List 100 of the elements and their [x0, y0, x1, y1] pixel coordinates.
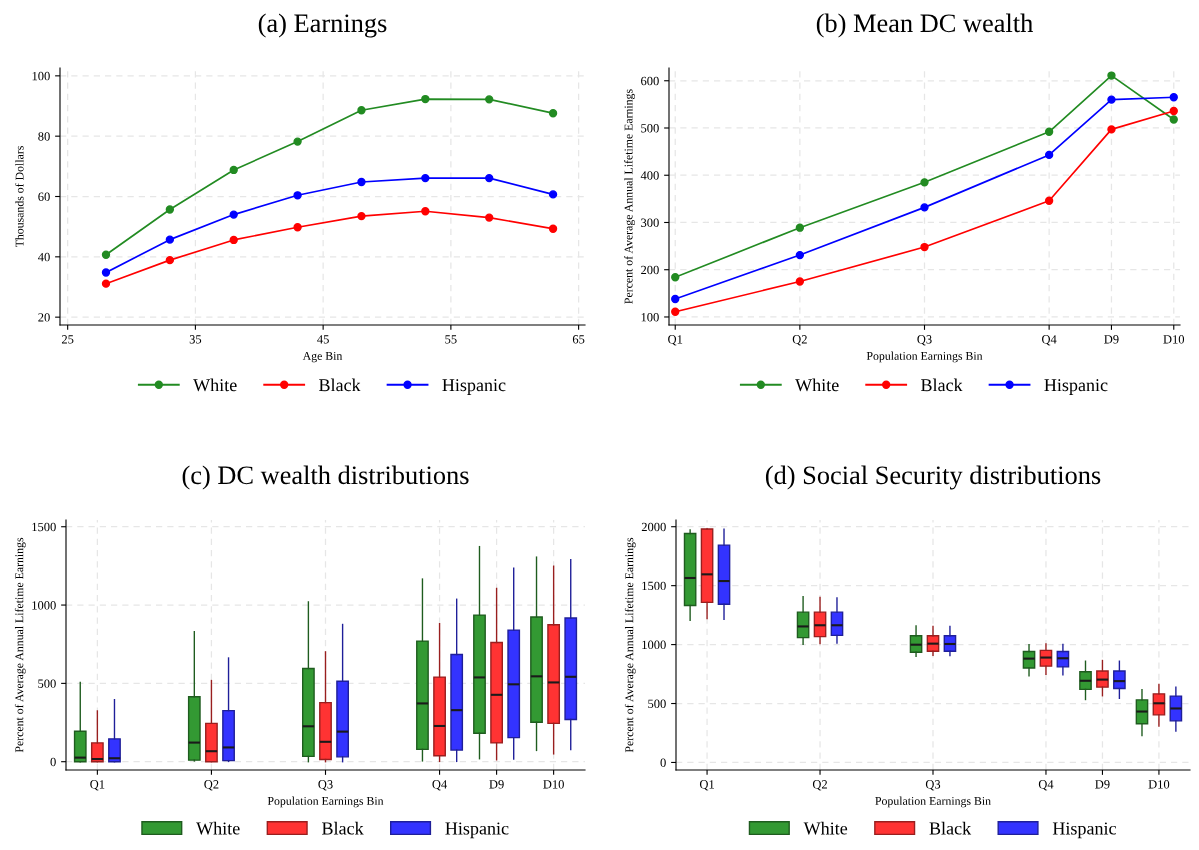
point [293, 223, 302, 232]
legend-label: White [193, 378, 237, 392]
legend-label: Hispanic [1052, 822, 1116, 839]
x-tick-label: Q4 [432, 780, 448, 791]
point [795, 277, 805, 286]
x-tick-label: Q3 [917, 335, 932, 346]
point [165, 205, 175, 214]
legend-label: Black [319, 378, 361, 392]
y-axis-title: Percent of Average Annual Lifetime Earnings [14, 537, 26, 753]
point [229, 210, 238, 219]
point [229, 165, 238, 175]
legend-label: White [795, 378, 839, 392]
point [293, 191, 302, 200]
y-tick-label: 2000 [641, 522, 666, 532]
x-tick-label: Q1 [668, 335, 683, 346]
point [1044, 150, 1054, 160]
x-tick-label: D10 [1163, 335, 1185, 344]
chart-title: (a) Earnings [258, 13, 387, 38]
point [485, 95, 494, 104]
point [548, 109, 558, 118]
x-tick-label: Q2 [204, 780, 219, 791]
y-tick-label: 300 [641, 218, 659, 227]
y-tick-label: 1000 [642, 640, 666, 650]
legend-label: Black [322, 821, 364, 835]
y-tick-label: 1500 [32, 522, 56, 532]
y-tick-label: 500 [38, 679, 56, 688]
y-tick-label: 100 [32, 71, 50, 81]
x-axis-title: Population Earnings Bin [866, 351, 983, 363]
point [1107, 95, 1116, 104]
x-axis-title: Population Earnings Bin [875, 796, 991, 808]
y-tick-label: 500 [641, 124, 659, 133]
legend-label: Black [921, 378, 963, 392]
point [548, 224, 558, 233]
point [548, 190, 558, 199]
y-tick-label: 60 [38, 192, 50, 201]
x-tick-label: Q1 [90, 780, 105, 791]
point [671, 307, 680, 316]
x-tick-label: Q2 [792, 335, 807, 346]
x-tick-label: D9 [1095, 780, 1110, 789]
x-tick-label: D10 [1148, 780, 1170, 789]
point [920, 178, 929, 187]
legend-label: Hispanic [442, 379, 506, 395]
y-tick-label: 0 [660, 758, 666, 767]
point [165, 235, 175, 244]
point [1169, 115, 1178, 124]
x-tick-label: 55 [445, 335, 457, 344]
point [101, 250, 111, 259]
point [421, 207, 430, 216]
x-tick-label: Q4 [1042, 335, 1057, 346]
legend-label: Black [929, 821, 972, 835]
x-axis-title: Age Bin [302, 351, 343, 363]
point [1044, 127, 1054, 136]
legend-label: White [196, 821, 240, 835]
point [357, 106, 366, 115]
point [357, 177, 366, 187]
chart-title: (d) Social Security distributions [765, 465, 1101, 490]
point [1107, 125, 1116, 134]
y-tick-label: 1000 [32, 601, 56, 610]
y-axis-title: Thousands of Dollars [15, 146, 24, 248]
x-tick-label: Q3 [318, 780, 333, 791]
point [1107, 71, 1116, 80]
point [485, 173, 494, 183]
x-tick-label: Q2 [812, 780, 827, 791]
x-tick-label: D10 [543, 780, 564, 789]
y-tick-label: 20 [38, 313, 50, 322]
legend-label: White [803, 821, 848, 835]
legend-label: Hispanic [445, 822, 509, 839]
point [229, 235, 238, 245]
point [101, 268, 111, 277]
point [795, 223, 805, 232]
point [165, 255, 175, 265]
y-tick-label: 600 [641, 76, 659, 86]
point [1169, 93, 1178, 102]
x-tick-label: Q4 [1038, 780, 1054, 791]
y-tick-label: 40 [38, 252, 50, 262]
x-axis-title: Population Earnings Bin [267, 796, 384, 808]
x-tick-label: Q3 [925, 780, 941, 791]
x-tick-label: 35 [189, 335, 202, 344]
point [357, 211, 366, 221]
legend-label: Hispanic [1044, 379, 1108, 395]
point [101, 279, 111, 288]
point [671, 273, 680, 282]
x-tick-label: D9 [1104, 335, 1119, 344]
point [920, 242, 929, 252]
x-tick-label: Q1 [699, 780, 714, 791]
x-tick-label: 45 [317, 335, 329, 344]
x-tick-label: D9 [489, 780, 504, 789]
y-axis-title: Percent of Average Annual Lifetime Earnings [624, 537, 636, 753]
point [421, 94, 430, 104]
x-tick-label: 65 [572, 335, 585, 344]
y-tick-label: 400 [640, 171, 659, 180]
y-tick-label: 100 [641, 312, 659, 322]
chart-title: (b) Mean DC wealth [816, 13, 1033, 38]
point [485, 213, 494, 222]
y-tick-label: 200 [641, 265, 659, 275]
y-axis-title: Percent of Average Annual Lifetime Earnings [624, 89, 635, 304]
point [920, 203, 929, 212]
y-tick-label: 0 [50, 757, 56, 767]
point [1044, 196, 1054, 205]
point [1169, 106, 1178, 116]
